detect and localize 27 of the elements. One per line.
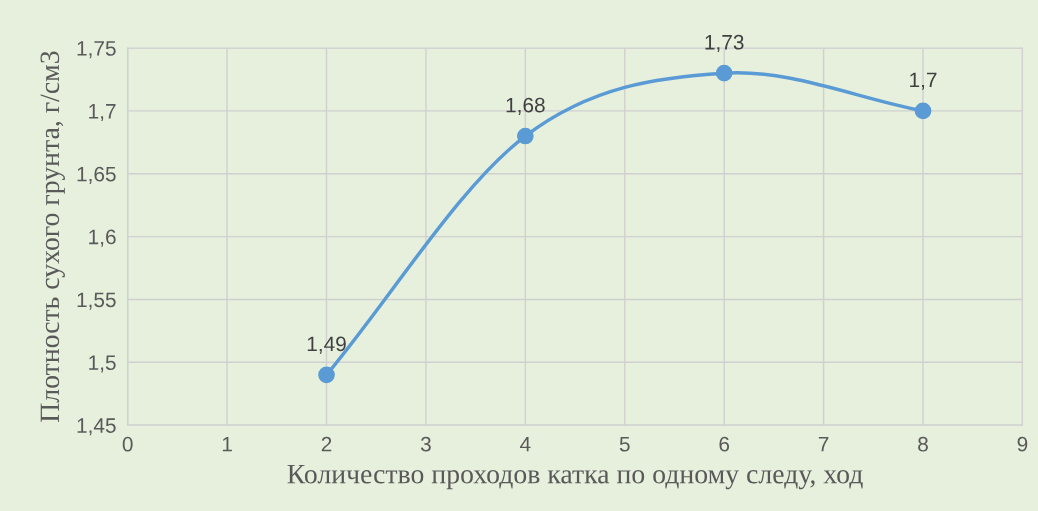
y-tick-label: 1,45 xyxy=(77,418,116,436)
point xyxy=(715,64,733,82)
x-tick-label: 3 xyxy=(420,436,431,452)
x-tick-label: 9 xyxy=(1017,436,1028,452)
point xyxy=(914,102,932,120)
x-tick-label: 7 xyxy=(818,437,829,452)
y-tick-label: 1,7 xyxy=(89,104,116,122)
data-label: 1,49 xyxy=(307,336,346,354)
data-label: 1,73 xyxy=(705,34,744,53)
x-tick-label: 0 xyxy=(122,436,133,452)
y-tick-label: 1,65 xyxy=(77,166,116,184)
x-axis-title: Количество проходов катка по одному следу, ход xyxy=(287,465,863,490)
point xyxy=(517,127,534,145)
x-tick-label: 6 xyxy=(719,436,730,452)
y-tick-label: 1,55 xyxy=(77,292,116,310)
point xyxy=(318,366,335,384)
y-axis-title: Плотность сухого грунта, г/см3 xyxy=(40,51,65,423)
y-tick-label: 1,75 xyxy=(77,41,116,59)
x-tick-label: 8 xyxy=(918,436,928,452)
x-tick-label: 1 xyxy=(222,437,232,452)
data-label: 1,68 xyxy=(506,97,545,115)
y-tick-label: 1,6 xyxy=(89,229,116,247)
x-tick-label: 5 xyxy=(619,437,630,452)
data-label: 1,7 xyxy=(910,72,937,90)
x-tick-label: 2 xyxy=(321,436,332,452)
x-tick-label: 4 xyxy=(520,437,531,452)
y-tick-label: 1,5 xyxy=(89,355,116,373)
